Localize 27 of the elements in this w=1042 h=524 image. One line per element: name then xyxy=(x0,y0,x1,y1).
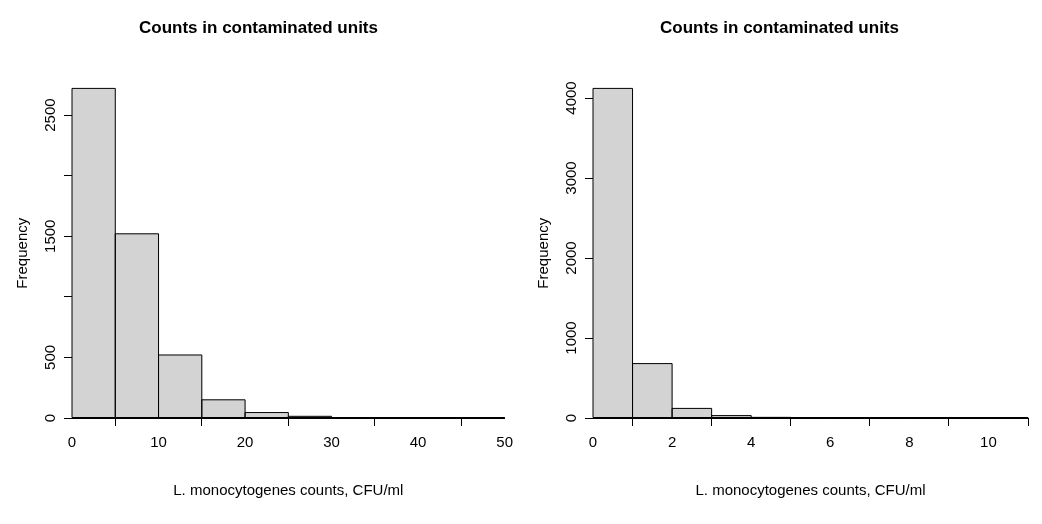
y-tick-label: 2500 xyxy=(40,98,58,132)
y-tick-label: 0 xyxy=(40,413,58,423)
x-tick-label: 8 xyxy=(905,433,914,451)
x-axis-title: L. monocytogenes counts, CFU/ml xyxy=(695,481,926,499)
x-axis-title: L. monocytogenes counts, CFU/ml xyxy=(173,481,404,499)
y-tick-label: 500 xyxy=(40,344,58,370)
y-tick-label: 0 xyxy=(561,413,579,423)
y-tick-label: 3000 xyxy=(561,161,579,195)
chart-title: Counts in contaminated units xyxy=(660,17,899,37)
x-tick-label: 10 xyxy=(150,433,167,451)
x-tick-label: 0 xyxy=(588,433,598,451)
x-tick-label: 4 xyxy=(747,433,756,451)
x-tick-label: 0 xyxy=(67,433,77,451)
x-tick-label: 20 xyxy=(236,433,254,451)
y-tick-label: 1000 xyxy=(561,321,579,355)
x-tick-label: 6 xyxy=(826,433,835,451)
x-tick-label: 50 xyxy=(496,433,513,451)
x-tick-label: 40 xyxy=(409,433,427,451)
x-tick-label: 2 xyxy=(667,433,677,451)
x-tick-label: 30 xyxy=(323,433,340,451)
y-tick-label: 2000 xyxy=(561,241,579,275)
y-tick-label: 1500 xyxy=(40,219,58,253)
x-tick-label: 10 xyxy=(980,433,997,451)
y-tick-label: 4000 xyxy=(561,81,579,115)
chart-title: Counts in contaminated units xyxy=(139,17,378,37)
y-axis-title: Frequency xyxy=(534,217,552,289)
y-axis-title: Frequency xyxy=(13,217,31,289)
